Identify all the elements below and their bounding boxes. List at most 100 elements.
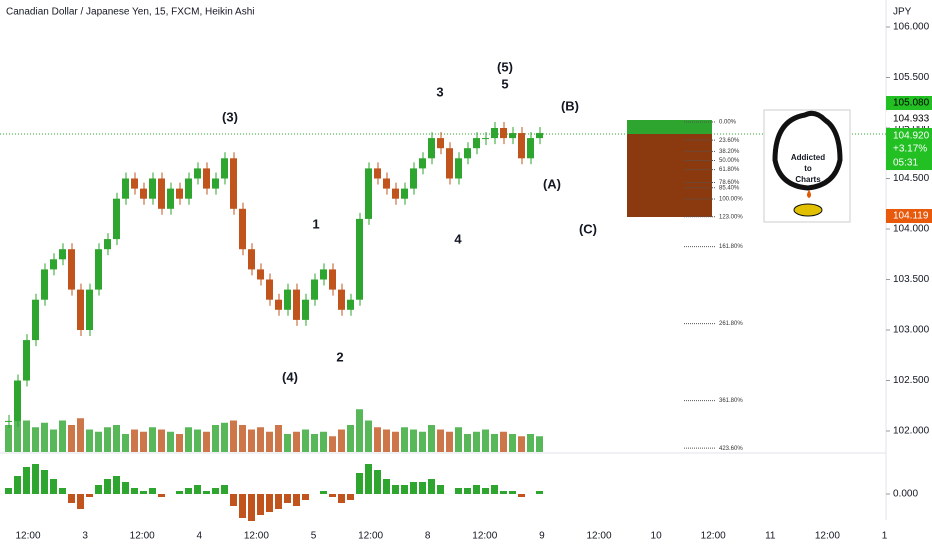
- osc-bar: [41, 470, 48, 494]
- volume-bar: [239, 425, 246, 452]
- volume-bar: [266, 431, 273, 452]
- osc-bar: [212, 488, 219, 494]
- candle: [437, 138, 444, 149]
- fib-label: 261.80%: [719, 321, 743, 327]
- osc-bar: [419, 482, 426, 494]
- chart-title: Canadian Dollar / Japanese Yen, 15, FXCM…: [6, 7, 254, 18]
- volume-bar: [23, 420, 30, 452]
- wave-label: 2: [336, 349, 343, 364]
- x-tick-label: 12:00: [244, 531, 269, 542]
- osc-bar: [392, 485, 399, 494]
- wave-label: 1: [312, 216, 319, 231]
- candle: [194, 168, 201, 179]
- osc-tick-label: 0.000: [893, 489, 918, 500]
- volume-bar: [149, 427, 156, 452]
- volume-bar: [311, 434, 318, 452]
- osc-bar: [104, 479, 111, 494]
- candle: [41, 269, 48, 300]
- currency: JPY: [893, 7, 912, 18]
- volume-bar: [95, 431, 102, 452]
- volume-bar: [212, 425, 219, 452]
- volume-bar: [140, 431, 147, 452]
- logo-text: Charts: [795, 175, 821, 184]
- fib-label: 78.60%: [719, 180, 740, 186]
- osc-bar: [428, 479, 435, 494]
- candle: [302, 299, 309, 320]
- volume-bar: [68, 425, 75, 452]
- volume-bar: [86, 429, 93, 452]
- candle: [464, 148, 471, 159]
- volume-bar: [329, 436, 336, 452]
- candle: [311, 279, 318, 300]
- wave-label: (5): [497, 59, 513, 74]
- osc-bar: [473, 485, 480, 494]
- volume-bar: [401, 427, 408, 452]
- volume-bar: [77, 418, 84, 452]
- price-badge: [886, 128, 932, 170]
- osc-bar: [257, 494, 264, 515]
- osc-bar: [14, 476, 21, 494]
- osc-bar: [149, 488, 156, 494]
- osc-bar: [5, 488, 12, 494]
- candle: [401, 188, 408, 199]
- candle: [428, 138, 435, 159]
- y-tick-label: 104.000: [893, 224, 930, 235]
- x-tick-label: 12:00: [701, 531, 726, 542]
- wave-label: (A): [543, 176, 561, 191]
- wave-label: 4: [454, 231, 462, 246]
- price-badge-label: 105.080: [893, 98, 930, 109]
- fib-label: 123.00%: [719, 214, 743, 220]
- x-tick-label: 10: [651, 531, 663, 542]
- volume-bar: [284, 434, 291, 452]
- volume-bar: [50, 429, 57, 452]
- candle: [239, 208, 246, 250]
- wave-label: (C): [579, 221, 597, 236]
- volume-bar: [428, 425, 435, 452]
- osc-bar: [356, 473, 363, 494]
- volume-bar: [518, 436, 525, 452]
- volume-bar: [5, 425, 12, 452]
- candle: [203, 168, 210, 189]
- wave-label: 3: [436, 84, 443, 99]
- volume-bar: [293, 431, 300, 452]
- volume-bar: [500, 431, 507, 452]
- osc-bar: [491, 485, 498, 494]
- y-tick-label: 104.500: [893, 173, 930, 184]
- candle: [347, 299, 354, 310]
- candle: [383, 178, 390, 189]
- fib-green-zone: [627, 120, 712, 134]
- volume-bar: [32, 427, 39, 452]
- candle: [104, 239, 111, 250]
- candle: [68, 249, 75, 290]
- candle: [482, 138, 489, 140]
- osc-bar: [410, 482, 417, 494]
- osc-bar: [77, 494, 84, 509]
- wave-label: (3): [222, 109, 238, 124]
- volume-bar: [392, 431, 399, 452]
- price-badge: [886, 96, 932, 110]
- fib-label: 38.20%: [719, 149, 740, 155]
- candle: [446, 148, 453, 179]
- candle: [149, 178, 156, 199]
- candle: [518, 133, 525, 159]
- osc-bar: [59, 488, 66, 494]
- price-badge-label: 104.933: [893, 114, 930, 125]
- volume-bar: [320, 431, 327, 452]
- volume-bar: [419, 431, 426, 452]
- volume-bar: [248, 429, 255, 452]
- volume-bar: [185, 427, 192, 452]
- candle: [14, 380, 21, 421]
- osc-bar: [158, 494, 165, 497]
- volume-bar: [455, 427, 462, 452]
- x-tick-label: 4: [197, 531, 203, 542]
- osc-bar: [194, 485, 201, 494]
- osc-bar: [329, 494, 336, 497]
- volume-bar: [221, 422, 228, 452]
- osc-bar: [122, 482, 129, 494]
- candle: [266, 279, 273, 300]
- y-tick-label: 102.000: [893, 426, 930, 437]
- candle: [140, 188, 147, 199]
- volume-bar: [104, 427, 111, 452]
- candle: [410, 168, 417, 189]
- osc-bar: [113, 476, 120, 494]
